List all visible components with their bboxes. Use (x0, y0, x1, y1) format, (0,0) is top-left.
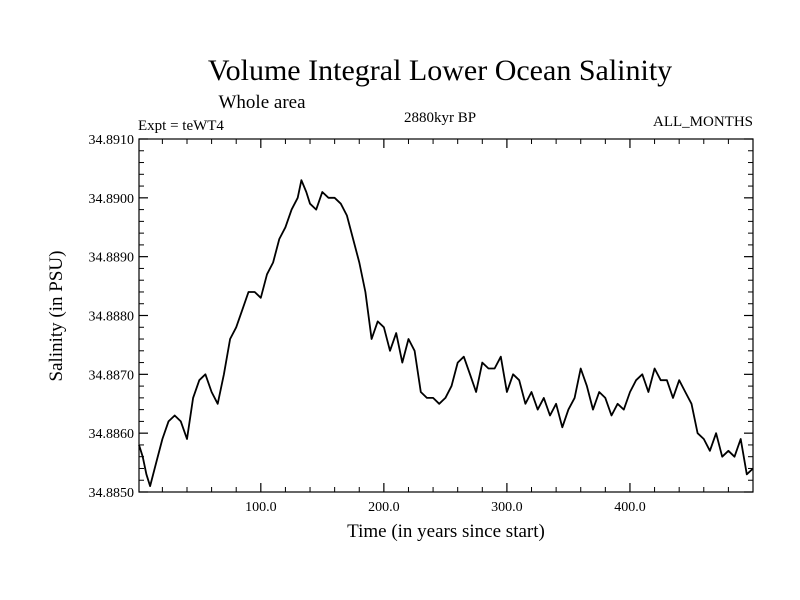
y-axis-label: Salinity (in PSU) (46, 251, 67, 382)
x-tick-label: 200.0 (368, 500, 400, 515)
y-tick-label: 34.8870 (89, 368, 135, 383)
y-axis: 34.8850 34.8860 34.8870 34.8880 34.8890 34.89… (89, 133, 753, 501)
x-axis: 100.0 200.0 300.0 400.0 (161, 139, 729, 515)
y-tick-label: 34.8910 (89, 133, 135, 148)
chart-title: Volume Integral Lower Ocean Salinity (208, 54, 672, 87)
x-tick-label: 300.0 (491, 500, 523, 515)
y-tick-label: 34.8850 (89, 486, 135, 501)
x-axis-label: Time (in years since start) (347, 521, 545, 542)
period-label: 2880kyr BP (404, 110, 476, 126)
y-tick-label: 34.8860 (89, 427, 135, 442)
plot-frame (138, 138, 754, 493)
y-tick-label: 34.8900 (89, 192, 135, 207)
x-tick-label: 400.0 (614, 500, 646, 515)
series-line-salinity (138, 179, 754, 487)
y-tick-label: 34.8880 (89, 310, 135, 325)
chart-subtitle: Whole area (218, 92, 306, 113)
y-tick-label: 34.8890 (89, 251, 135, 266)
months-label: ALL_MONTHS (653, 114, 753, 130)
experiment-label: Expt = teWT4 (138, 118, 224, 134)
x-tick-label: 100.0 (245, 500, 277, 515)
